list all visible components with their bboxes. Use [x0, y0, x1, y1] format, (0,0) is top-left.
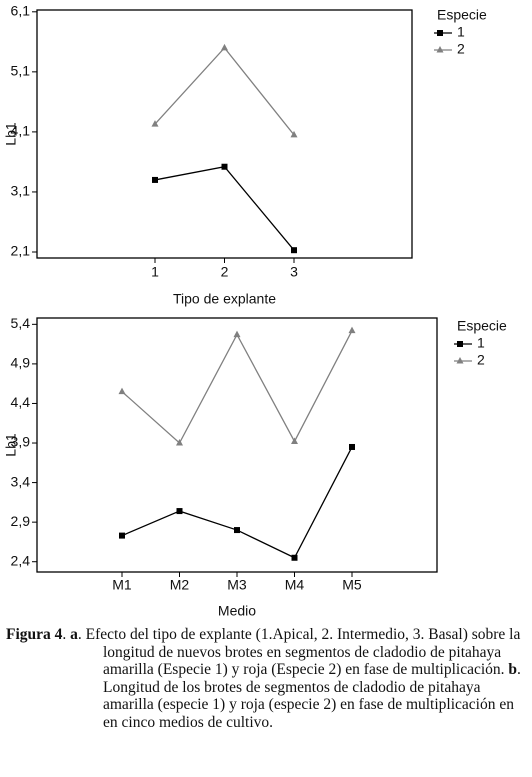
- x-tick-label: M2: [170, 577, 190, 593]
- point: [176, 439, 183, 446]
- legend-title: Especie: [437, 7, 487, 23]
- point: [221, 43, 228, 51]
- series-line: [121, 446, 353, 559]
- x-tick-label: 2: [221, 264, 229, 280]
- caption-label: a: [70, 626, 78, 643]
- caption-label: b: [508, 661, 518, 679]
- legend-marker: [437, 30, 443, 36]
- caption-label: Figura 4: [6, 626, 63, 643]
- point: [152, 176, 158, 183]
- point: [290, 130, 298, 138]
- series-line: [154, 166, 295, 251]
- point: [176, 508, 183, 515]
- x-tick-label: 1: [151, 264, 159, 280]
- point: [291, 437, 298, 444]
- y-tick-label: 2,9: [11, 513, 31, 529]
- legend-marker: [457, 341, 463, 347]
- point: [118, 387, 126, 395]
- y-tick-label: 4,4: [11, 394, 31, 410]
- figure-caption: Figura 4. a. Efecto del tipo de explante…: [6, 626, 526, 732]
- caption-text: . Efecto del tipo de explante (1.Apical,…: [77, 626, 521, 679]
- caption-text: .: [62, 626, 71, 643]
- point: [233, 330, 241, 338]
- y-tick-label: 3,4: [11, 473, 31, 489]
- point: [348, 326, 356, 334]
- legend-title: Especie: [457, 318, 507, 334]
- y-tick-label: 6,1: [11, 3, 31, 19]
- legend-marker: [456, 357, 464, 364]
- legend-label: 1: [457, 24, 465, 40]
- x-tick-label: M4: [285, 577, 305, 593]
- point: [349, 443, 355, 450]
- y-axis-label: Lb1: [3, 122, 19, 146]
- x-tick-label: M3: [227, 577, 247, 593]
- x-tick-label: M5: [342, 577, 362, 593]
- plot-frame: [36, 317, 438, 573]
- point: [291, 247, 297, 254]
- y-tick-label: 3,1: [11, 183, 31, 199]
- point: [291, 554, 298, 561]
- point: [151, 120, 159, 127]
- legend-label: 2: [457, 41, 465, 57]
- caption-text: . Longitud de los brotes de segmentos de…: [103, 661, 521, 731]
- y-tick-label: 5,1: [11, 63, 31, 79]
- y-tick-label: 2,1: [11, 243, 31, 259]
- y-tick-label: 3,9: [11, 434, 31, 450]
- x-axis-label: Tipo de explante: [173, 291, 276, 307]
- legend-label: 2: [477, 352, 485, 368]
- legend-label: 1: [477, 335, 485, 351]
- series-line: [121, 330, 353, 445]
- x-axis-label: Medio: [218, 603, 256, 619]
- y-tick-label: 5,4: [11, 315, 31, 331]
- y-axis-label: Lb1: [3, 433, 19, 457]
- y-tick-label: 4,1: [11, 123, 31, 139]
- x-tick-label: M1: [112, 577, 132, 593]
- point: [119, 532, 125, 539]
- point: [234, 527, 240, 534]
- y-tick-label: 2,4: [11, 552, 31, 568]
- y-tick-label: 4,9: [11, 355, 31, 371]
- x-tick-label: 3: [290, 264, 298, 280]
- point: [221, 163, 228, 170]
- legend-marker: [436, 46, 444, 53]
- series-line: [154, 46, 295, 136]
